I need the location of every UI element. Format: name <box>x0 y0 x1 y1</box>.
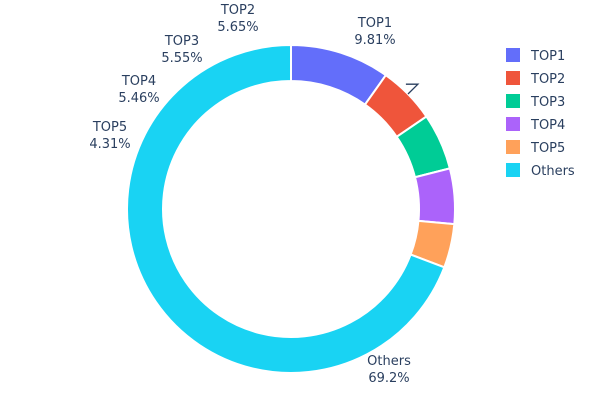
legend-label-top1[interactable]: TOP1 <box>530 49 565 64</box>
slice-label-top1: TOP1 9.81% <box>354 16 395 48</box>
slice-label-top4: TOP4 5.46% <box>118 74 159 106</box>
slice-label-others: Others 69.2% <box>367 354 411 386</box>
legend-swatch-top5[interactable] <box>506 140 520 154</box>
legend-swatch-top4[interactable] <box>506 117 520 131</box>
legend-label-top4[interactable]: TOP4 <box>530 118 565 133</box>
pie-slice-others[interactable] <box>126 43 446 374</box>
slice-label-top5: TOP5 4.31% <box>89 120 130 152</box>
label-leader-lines <box>405 83 420 95</box>
slice-labels: TOP1 9.81% TOP2 5.65% TOP3 5.55%TOP4 5.46% TOP5… <box>89 3 411 386</box>
chart-legend[interactable]: TOP1 TOP2 TOP3 TOP4 TOP5 Others <box>506 48 575 179</box>
legend-label-top5[interactable]: TOP5 <box>530 141 565 156</box>
pie-slice-top4[interactable] <box>413 167 456 226</box>
legend-swatch-top1[interactable] <box>506 48 520 62</box>
legend-swatch-top2[interactable] <box>506 71 520 85</box>
pie-slices[interactable] <box>126 43 456 374</box>
legend-label-top2[interactable]: TOP2 <box>530 72 565 87</box>
legend-swatch-top3[interactable] <box>506 94 520 108</box>
slice-label-top3: TOP3 5.55% <box>161 34 202 66</box>
legend-label-top3[interactable]: TOP3 <box>530 95 565 110</box>
legend-swatch-others[interactable] <box>506 163 520 177</box>
leader-line-top2 <box>405 83 420 95</box>
legend-label-others[interactable]: Others <box>531 164 575 179</box>
slice-label-top2: TOP2 5.65% <box>217 3 258 35</box>
